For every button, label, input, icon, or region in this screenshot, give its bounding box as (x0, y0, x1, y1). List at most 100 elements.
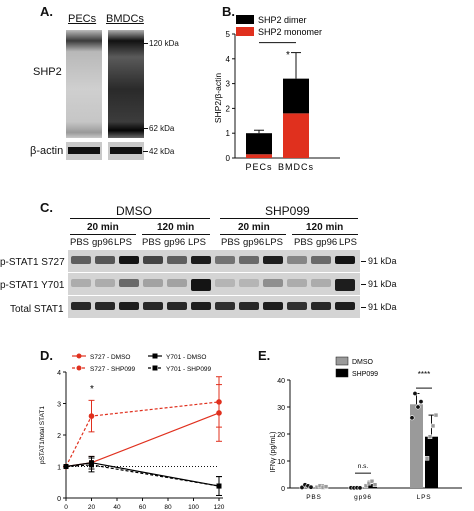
blot-band (167, 256, 187, 264)
e-y-tick-label: 30 (277, 405, 285, 412)
blot-band (71, 256, 91, 264)
e-point (363, 483, 369, 489)
d-x-tick-label: 0 (64, 504, 68, 511)
d-point (216, 399, 222, 405)
blot-band (215, 279, 235, 287)
e-x-tick-label: LPS (417, 494, 432, 501)
e-x-tick-label: gp96 (354, 494, 372, 501)
b-legend-label: SHP2 dimer (258, 15, 307, 25)
d-legend-label: Y701 - SHP099 (166, 366, 212, 373)
blot-band (167, 302, 187, 310)
lane-label: PBS (294, 237, 314, 248)
e-point (372, 482, 378, 488)
treatment-dmso: DMSO (116, 204, 152, 218)
blot-band (263, 302, 283, 310)
e-legend-label: SHP099 (352, 371, 378, 378)
b-y-tick-label: 1 (226, 129, 231, 138)
b-y-tick-label: 5 (226, 30, 231, 39)
panel-b-significance: * (286, 50, 290, 61)
panel-b-chart: SHP2/β-actin * 0 1 2 3 4 5 PECs BMDCs SHP2 dimer… (213, 15, 340, 172)
timepoint-120min-shp099: 120 min (306, 222, 344, 233)
panel-e-ns: n.s. (358, 463, 369, 470)
e-legend-swatch (335, 356, 349, 366)
blot-band (143, 256, 163, 264)
e-bar (425, 436, 438, 488)
d-x-tick-label: 40 (113, 504, 121, 511)
panel-c-label: C. (40, 200, 53, 215)
d-y-tick-label: 2 (57, 433, 61, 440)
blot-row-background (68, 296, 360, 318)
lane-label: LPS (114, 237, 132, 248)
blot-band (119, 256, 139, 264)
e-point (430, 423, 436, 429)
d-point (88, 413, 95, 419)
b-x-tick-label: BMDCs (278, 162, 314, 172)
e-y-tick-label: 10 (277, 459, 285, 466)
panel-e-label: E. (258, 348, 271, 363)
blot-band (287, 279, 307, 287)
blot-row-background (68, 273, 360, 295)
blot-band (71, 279, 91, 287)
e-point (427, 434, 433, 439)
timepoint-20min-dmso: 20 min (87, 222, 119, 233)
d-y-tick-label: 0 (57, 496, 61, 503)
marker-91kda-total: 91 kDa (368, 302, 397, 312)
blot-band (287, 256, 307, 264)
d-x-tick-label: 100 (188, 504, 199, 511)
row-label-ps727: p-STAT1 S727 (0, 257, 65, 268)
blot-band (95, 302, 115, 310)
d-point (216, 483, 222, 489)
blot-band (263, 279, 283, 287)
lane-label: gp96 (92, 237, 114, 248)
timepoint-120min-dmso: 120 min (157, 222, 195, 233)
marker-120kda: 120 kDa (149, 39, 179, 48)
e-point (424, 456, 430, 461)
e-y-tick-label: 0 (281, 486, 285, 493)
blot-band (191, 256, 211, 264)
e-point (357, 485, 363, 491)
panel-e-chart: IFNγ (pg/mL) n.s. **** 0 10 20 30 40 PBS gp96 L… (270, 356, 462, 501)
b-bar-dimer (246, 133, 272, 155)
d-legend-label: S727 - DMSO (90, 354, 130, 361)
d-y-tick-label: 3 (57, 402, 61, 409)
b-bar-monomer (283, 113, 309, 158)
b-y-tick-label: 2 (226, 104, 231, 113)
d-x-tick-label: 120 (214, 504, 225, 511)
d-x-tick-label: 60 (139, 504, 147, 511)
row-label-shp2: SHP2 (33, 66, 62, 78)
e-legend-swatch (335, 368, 349, 378)
blot-band (71, 302, 91, 310)
panel-d-label: D. (40, 348, 53, 363)
d-series-line (65, 464, 220, 487)
d-point (89, 462, 94, 468)
lane-label: gp96 (316, 237, 338, 248)
shp2-blot (66, 30, 144, 138)
lane-label: LPS (188, 237, 206, 248)
d-legend-label: S727 - SHP099 (90, 366, 136, 373)
marker-91kda-ps727: 91 kDa (368, 256, 397, 266)
lane-label: gp96 (164, 237, 186, 248)
e-point (412, 390, 418, 396)
b-y-tick-label: 4 (226, 55, 231, 64)
e-point (433, 412, 439, 418)
e-y-tick-label: 40 (277, 378, 285, 385)
e-point (323, 484, 329, 489)
row-label-total-stat1: Total STAT1 (10, 304, 64, 315)
b-legend-swatch (236, 15, 254, 24)
blot-band (215, 256, 235, 264)
e-legend-label: DMSO (352, 359, 374, 366)
row-label-py701: p-STAT1 Y701 (0, 280, 65, 291)
d-y-tick-label: 1 (57, 465, 61, 472)
blot-band (119, 302, 139, 310)
b-bar-monomer (246, 154, 272, 158)
d-legend-marker (152, 365, 158, 371)
b-legend-swatch (236, 27, 254, 36)
lane-header-pecs: PECs (68, 13, 97, 25)
e-point (369, 479, 375, 484)
blot-row-background (68, 250, 360, 272)
panel-d-significance: * (90, 384, 94, 395)
blot-band (191, 279, 211, 291)
treatment-shp099: SHP099 (265, 204, 310, 218)
blot-band (239, 279, 259, 287)
blot-band (119, 279, 139, 287)
